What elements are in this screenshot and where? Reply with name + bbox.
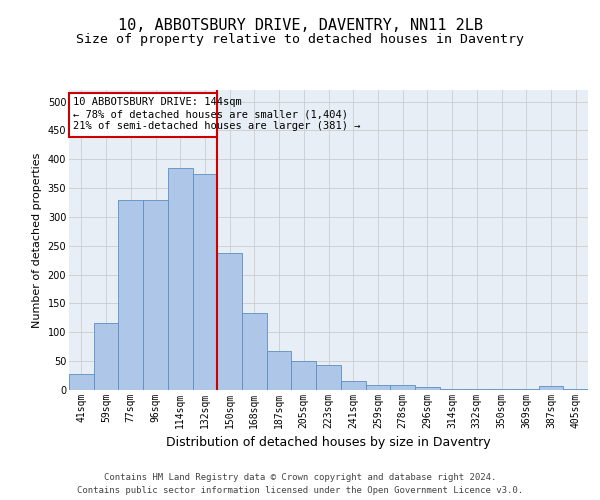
Bar (217, 252, 242, 390)
Text: Size of property relative to detached houses in Daventry: Size of property relative to detached ho… (76, 32, 524, 46)
Bar (193, 174, 217, 390)
Bar (365, 385, 390, 390)
Bar (464, 389, 489, 390)
Text: ← 78% of detached houses are smaller (1,404): ← 78% of detached houses are smaller (1,… (73, 109, 348, 119)
Y-axis label: Number of detached properties: Number of detached properties (32, 152, 42, 328)
Bar (168, 168, 193, 390)
Bar (70, 93, 217, 138)
Bar (415, 387, 440, 390)
Bar (489, 389, 514, 390)
Bar (390, 385, 415, 390)
X-axis label: Distribution of detached houses by size in Daventry: Distribution of detached houses by size … (166, 436, 491, 450)
Bar (69, 374, 94, 390)
Bar (341, 381, 365, 390)
Bar (94, 323, 118, 390)
Text: 10 ABBOTSBURY DRIVE: 144sqm: 10 ABBOTSBURY DRIVE: 144sqm (73, 98, 242, 108)
Text: 21% of semi-detached houses are larger (381) →: 21% of semi-detached houses are larger (… (73, 120, 361, 130)
Bar (316, 365, 341, 390)
Bar (563, 389, 588, 390)
Bar (267, 351, 292, 390)
Bar (292, 361, 316, 390)
Text: Contains HM Land Registry data © Crown copyright and database right 2024.
Contai: Contains HM Land Registry data © Crown c… (77, 474, 523, 495)
Bar (143, 200, 168, 390)
Bar (440, 389, 464, 390)
Bar (242, 314, 267, 390)
Bar (539, 386, 563, 390)
Bar (118, 200, 143, 390)
Text: 10, ABBOTSBURY DRIVE, DAVENTRY, NN11 2LB: 10, ABBOTSBURY DRIVE, DAVENTRY, NN11 2LB (118, 18, 482, 32)
